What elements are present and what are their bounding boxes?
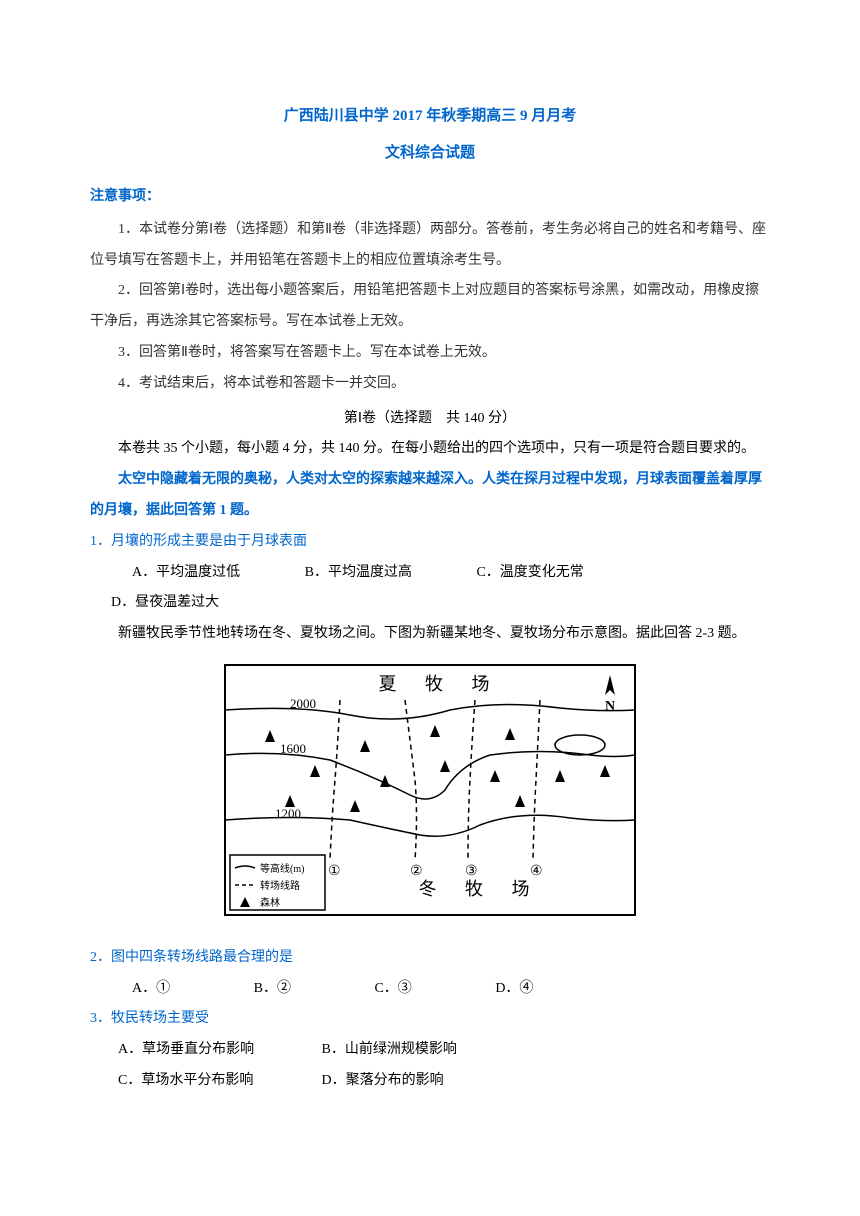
figure-pasture-map: N 夏 牧 场 2000 1600 1200 ① ② ③ ④: [90, 660, 770, 933]
q3-opt-a: A．草场垂直分布影响: [118, 1035, 318, 1066]
route-label-4: ④: [530, 864, 543, 879]
q2-opt-c: C．③: [374, 974, 411, 1005]
q2-opt-b: B．②: [254, 974, 291, 1005]
q2-opt-a: A．①: [132, 974, 170, 1005]
q1-opt-c: C．温度变化无常: [455, 558, 583, 589]
contour-label-1200: 1200: [275, 806, 301, 821]
exam-subtitle: 文科综合试题: [90, 137, 770, 170]
q2-stem: 2．图中四条转场线路最合理的是: [90, 943, 770, 974]
legend-forest: 森林: [260, 896, 280, 909]
part1-heading: 第Ⅰ卷（选择题 共 140 分）: [90, 404, 770, 435]
q2-options: A．① B．② C．③ D．④: [90, 974, 770, 1005]
route-label-2: ②: [410, 864, 423, 879]
q3-options-row2: C．草场水平分布影响 D．聚落分布的影响: [90, 1066, 770, 1097]
passage2-context: 新疆牧民季节性地转场在冬、夏牧场之间。下图为新疆某地冬、夏牧场分布示意图。据此回…: [90, 619, 770, 650]
winter-pasture-label: 冬 牧 场: [419, 879, 542, 899]
notice-item-4: 4．考试结束后，将本试卷和答题卡一并交回。: [90, 369, 770, 400]
notice-item-2: 2．回答第Ⅰ卷时，选出每小题答案后，用铅笔把答题卡上对应题目的答案标号涂黑，如需…: [90, 276, 770, 338]
summer-pasture-label: 夏 牧 场: [379, 674, 502, 694]
q3-opt-b: B．山前绿洲规模影响: [322, 1035, 522, 1066]
route-label-3: ③: [465, 864, 478, 879]
notice-item-3: 3．回答第Ⅱ卷时，将答案写在答题卡上。写在本试卷上无效。: [90, 338, 770, 369]
q1-opt-d: D．昼夜温差过大: [90, 588, 219, 619]
exam-title: 广西陆川县中学 2017 年秋季期高三 9 月月考: [90, 100, 770, 133]
q1-opt-a: A．平均温度过低: [111, 558, 240, 589]
passage1-context: 太空中隐藏着无限的奥秘，人类对太空的探索越来越深入。人类在探月过程中发现，月球表…: [90, 465, 770, 527]
q3-stem: 3．牧民转场主要受: [90, 1004, 770, 1035]
q3-opt-d: D．聚落分布的影响: [322, 1066, 522, 1097]
map-svg: N 夏 牧 场 2000 1600 1200 ① ② ③ ④: [220, 660, 640, 920]
legend-route: 转场线路: [260, 879, 300, 892]
contour-label-1600: 1600: [280, 741, 306, 756]
contour-label-2000: 2000: [290, 696, 316, 711]
q2-opt-d: D．④: [495, 974, 533, 1005]
q3-opt-c: C．草场水平分布影响: [118, 1066, 318, 1097]
notice-item-1: 1．本试卷分第Ⅰ卷（选择题）和第Ⅱ卷（非选择题）两部分。答卷前，考生务必将自己的…: [90, 215, 770, 277]
route-label-1: ①: [328, 864, 341, 879]
part1-intro: 本卷共 35 个小题，每小题 4 分，共 140 分。在每小题给出的四个选项中，…: [90, 434, 770, 465]
svg-text:N: N: [605, 699, 615, 714]
notice-header: 注意事项：: [90, 182, 770, 213]
q1-options: A．平均温度过低 B．平均温度过高 C．温度变化无常 D．昼夜温差过大: [90, 558, 770, 620]
q3-options-row1: A．草场垂直分布影响 B．山前绿洲规模影响: [90, 1035, 770, 1066]
q1-stem: 1．月壤的形成主要是由于月球表面: [90, 527, 770, 558]
legend-contour: 等高线(m): [260, 862, 304, 875]
q1-opt-b: B．平均温度过高: [284, 558, 412, 589]
